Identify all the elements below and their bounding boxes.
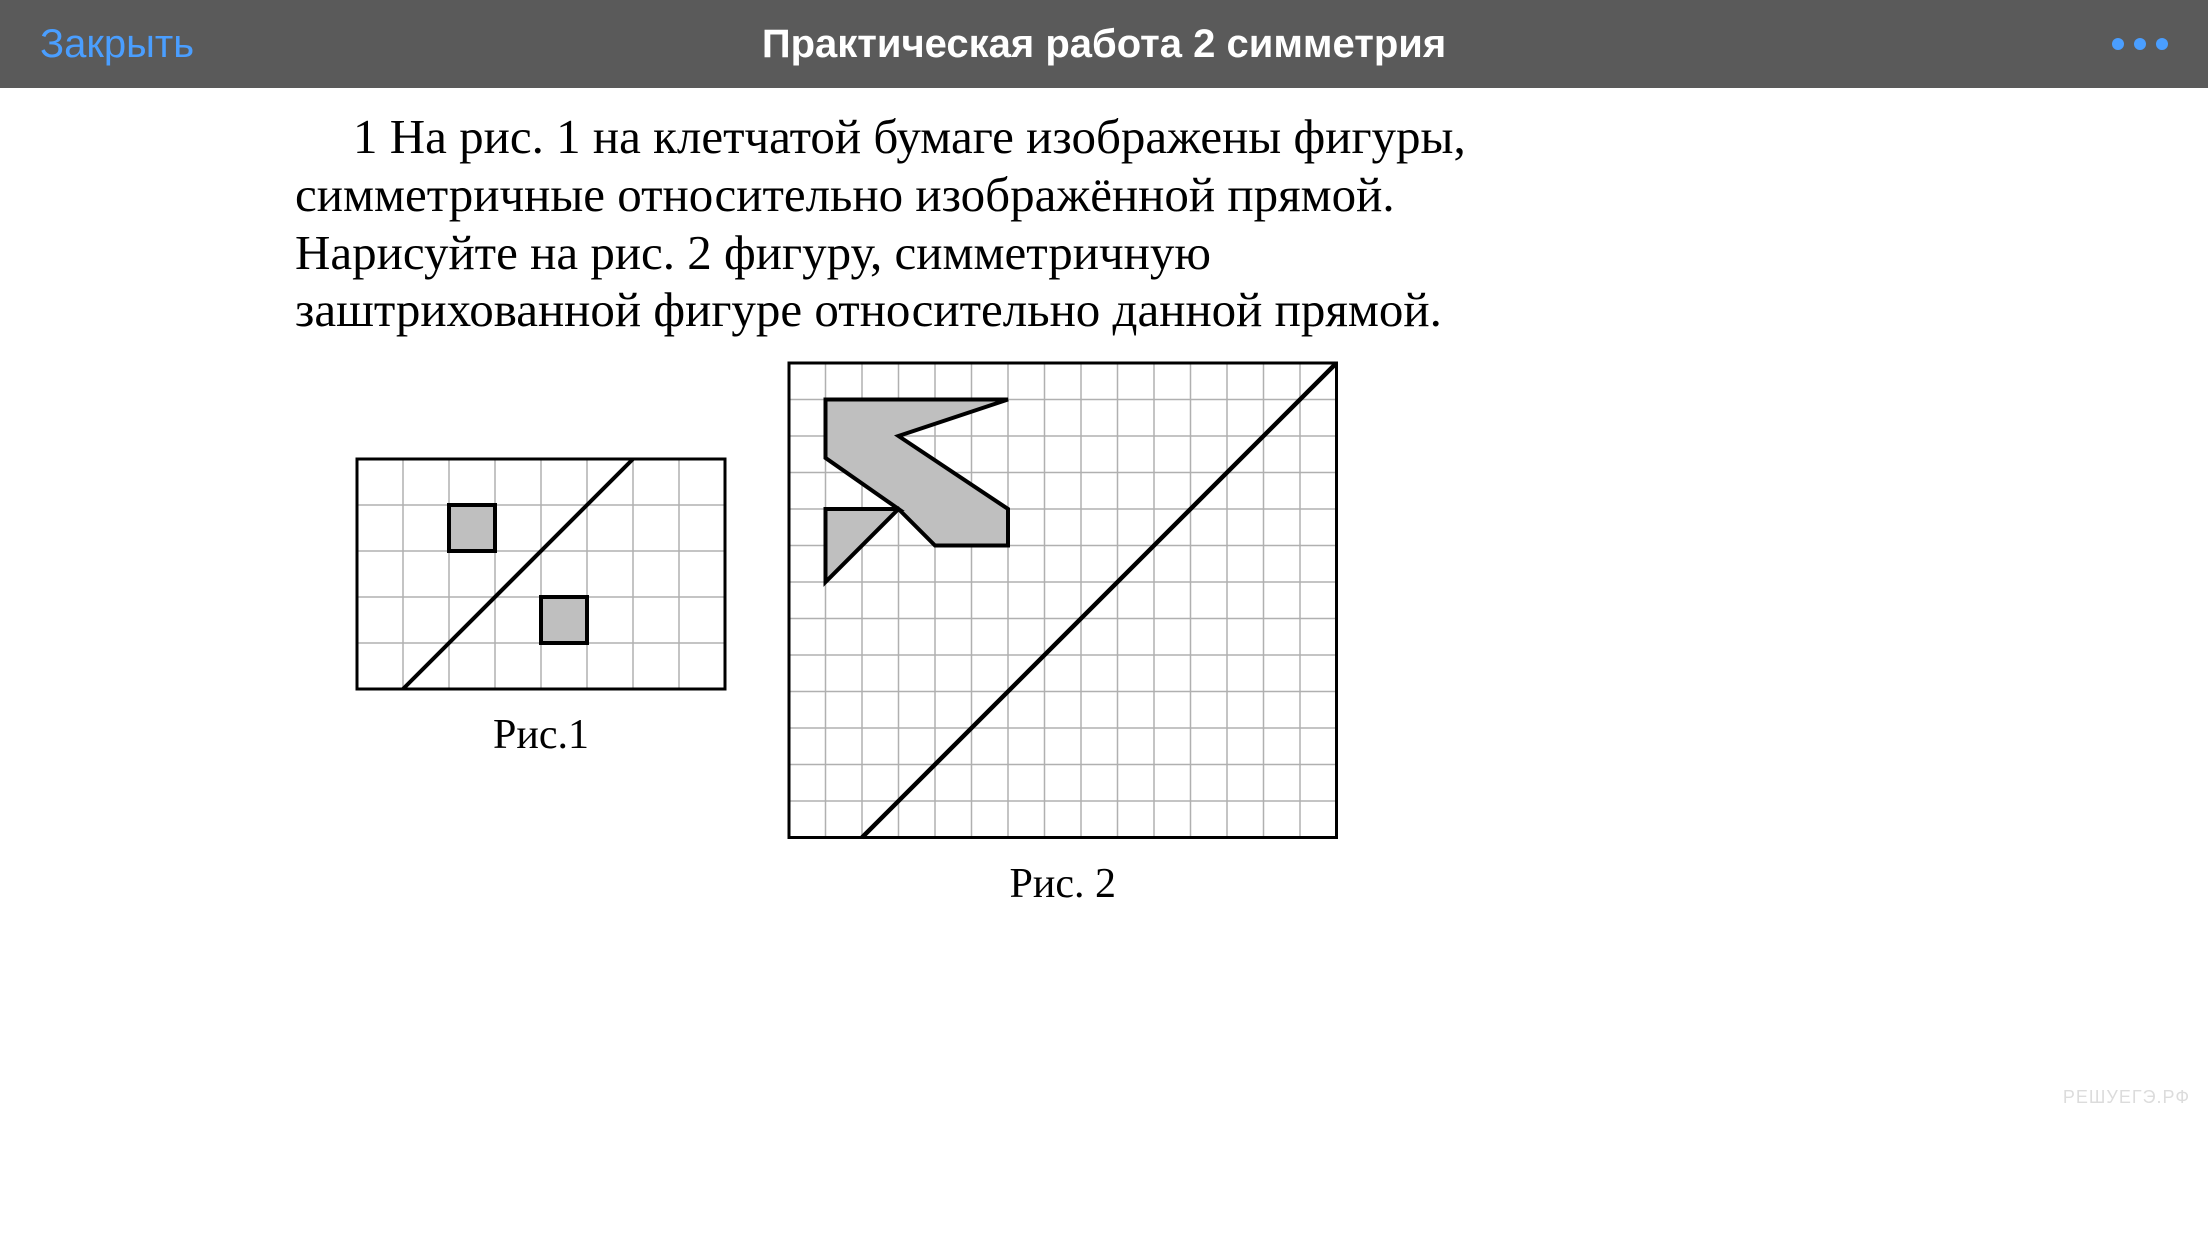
problem-l1: 1 На рис. 1 на клетчатой бумаге изображе… bbox=[353, 109, 1466, 164]
close-button[interactable]: Закрыть bbox=[0, 22, 194, 67]
dot-icon bbox=[2112, 38, 2124, 50]
problem-l2: симметричные относительно изображённой п… bbox=[295, 167, 1395, 222]
watermark: РЕШУЕГЭ.РФ bbox=[2063, 1087, 2190, 1108]
dot-icon bbox=[2134, 38, 2146, 50]
figure-1: Рис.1 bbox=[355, 457, 727, 759]
problem-text: 1 На рис. 1 на клетчатой бумаге изображе… bbox=[295, 108, 1913, 339]
figure-1-caption: Рис.1 bbox=[493, 711, 589, 759]
content-area: 1 На рис. 1 на клетчатой бумаге изображе… bbox=[0, 88, 2208, 908]
problem-l3: Нарисуйте на рис. 2 фигуру, симметричную bbox=[295, 225, 1211, 280]
page-title: Практическая работа 2 симметрия bbox=[762, 22, 1446, 67]
figure-2-svg bbox=[787, 361, 1339, 840]
more-button[interactable] bbox=[2112, 38, 2168, 50]
problem-l4: заштрихованной фигуре относительно данно… bbox=[295, 282, 1442, 337]
dot-icon bbox=[2156, 38, 2168, 50]
figures-area: Рис.1 Рис. 2 bbox=[295, 361, 1913, 908]
navbar: Закрыть Практическая работа 2 симметрия bbox=[0, 0, 2208, 88]
figure-2: Рис. 2 bbox=[787, 361, 1339, 908]
figure-2-caption: Рис. 2 bbox=[1010, 860, 1116, 908]
figure-1-svg bbox=[355, 457, 727, 691]
